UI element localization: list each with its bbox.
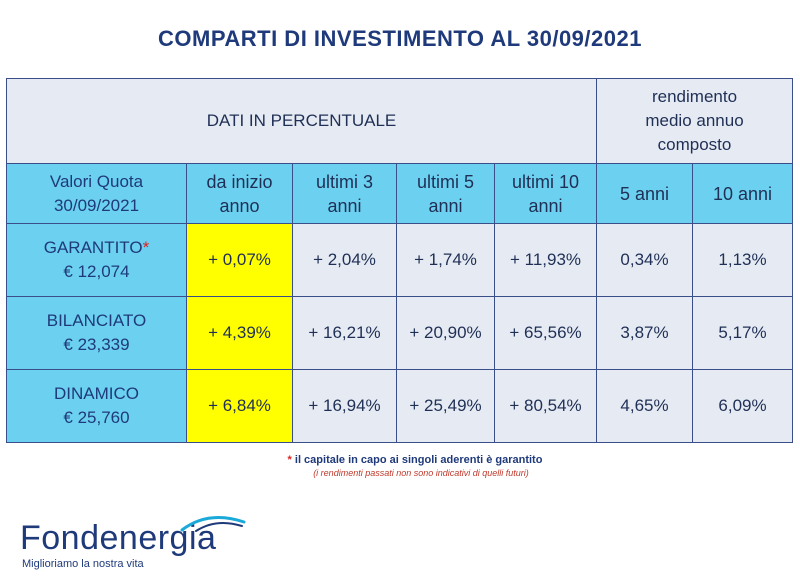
fund-quota: € 23,339 — [63, 335, 130, 354]
header-rendimento-line: rendimento — [651, 87, 738, 106]
footnote: * il capitale in capo ai singoli aderent… — [15, 454, 800, 466]
table-cell: + 65,56% — [493, 296, 598, 370]
column-header-ultimi-10-anni: ultimi 10 anni — [493, 163, 598, 224]
asterisk: * — [142, 238, 150, 257]
table-cell: + 20,90% — [396, 296, 495, 370]
table-cell: + 25,49% — [396, 369, 495, 443]
table-cell: + 4,39% — [186, 296, 293, 370]
page-title: COMPARTI DI INVESTIMENTO AL 30/09/2021 — [158, 26, 642, 51]
investment-table: DATI IN PERCENTUALE rendimento medio ann… — [5, 78, 794, 443]
footnote-text: il capitale in capo ai singoli aderenti … — [291, 454, 543, 466]
table-row-dinamico: DINAMICO € 25,760 + 6,84% + 16,94% + 25,… — [6, 369, 794, 443]
table-row-garantito: GARANTITO* € 12,074 + 0,07% + 2,04% + 1,… — [6, 223, 794, 297]
header-rendimento: rendimento medio annuo composto — [596, 78, 794, 164]
column-header-line: ultimi 3 — [315, 171, 373, 192]
column-header-5-anni: 5 anni — [596, 163, 694, 224]
footnote-disclaimer: (i rendimenti passati non sono indicativ… — [313, 468, 529, 478]
fund-name: GARANTITO — [43, 238, 143, 257]
fund-quota: € 25,760 — [63, 408, 130, 427]
column-header-line: anno — [219, 195, 260, 216]
table-cell: + 0,07% — [186, 223, 293, 297]
header-rendimento-line: composto — [657, 135, 732, 154]
column-header-line: 5 anni — [619, 183, 670, 204]
logo-tagline: Miglioriamo la nostra vita — [22, 558, 144, 570]
fund-quota: € 12,074 — [63, 262, 130, 281]
column-header-line: ultimi 10 — [511, 171, 580, 192]
table-cell: + 16,94% — [292, 369, 397, 443]
row-header-garantito: GARANTITO* € 12,074 — [6, 223, 187, 297]
table-cell: + 80,54% — [493, 369, 598, 443]
header-valori-quota: Valori Quota 30/09/2021 — [6, 163, 187, 224]
header-dati-label: DATI IN PERCENTUALE — [206, 111, 397, 130]
header-dati: DATI IN PERCENTUALE — [5, 78, 598, 164]
column-header-ultimi-5-anni: ultimi 5 anni — [396, 163, 495, 224]
header-rendimento-line: medio annuo — [645, 111, 744, 130]
footnote-asterisk: * — [287, 454, 292, 466]
table-cell: + 6,84% — [186, 369, 293, 443]
table-cell: + 11,93% — [493, 223, 598, 297]
table-cell: 1,13% — [692, 223, 794, 297]
column-header-line: da inizio — [206, 171, 273, 192]
column-header-10-anni: 10 anni — [692, 163, 794, 224]
fondenergia-logo: Fondenergia Miglioriamo la nostra vita — [20, 516, 280, 578]
logo-arc-icon — [180, 516, 246, 532]
column-header-line: 10 anni — [712, 183, 773, 204]
row-header-bilanciato: BILANCIATO € 23,339 — [6, 296, 187, 370]
column-header-line: anni — [327, 195, 362, 216]
column-header-da-inizio-anno: da inizio anno — [186, 163, 293, 224]
fund-name: BILANCIATO — [46, 311, 147, 330]
table-cell: + 2,04% — [292, 223, 397, 297]
logo-wordmark: Fondenergia — [20, 519, 217, 557]
table-cell: + 1,74% — [396, 223, 495, 297]
column-header-ultimi-3-anni: ultimi 3 anni — [292, 163, 397, 224]
table-cell: 6,09% — [692, 369, 794, 443]
table-cell: 3,87% — [596, 296, 694, 370]
table-cell: 0,34% — [596, 223, 694, 297]
table-cell: 5,17% — [692, 296, 794, 370]
fund-name: DINAMICO — [54, 384, 139, 403]
header-valori-line: 30/09/2021 — [53, 195, 140, 215]
table-cell: 4,65% — [596, 369, 694, 443]
header-valori-line: Valori Quota — [49, 171, 144, 191]
column-header-line: anni — [528, 195, 563, 216]
table-cell: + 16,21% — [292, 296, 397, 370]
column-header-line: ultimi 5 — [416, 171, 474, 192]
column-header-line: anni — [428, 195, 463, 216]
table-row-bilanciato: BILANCIATO € 23,339 + 4,39% + 16,21% + 2… — [6, 296, 794, 370]
row-header-dinamico: DINAMICO € 25,760 — [6, 369, 187, 443]
